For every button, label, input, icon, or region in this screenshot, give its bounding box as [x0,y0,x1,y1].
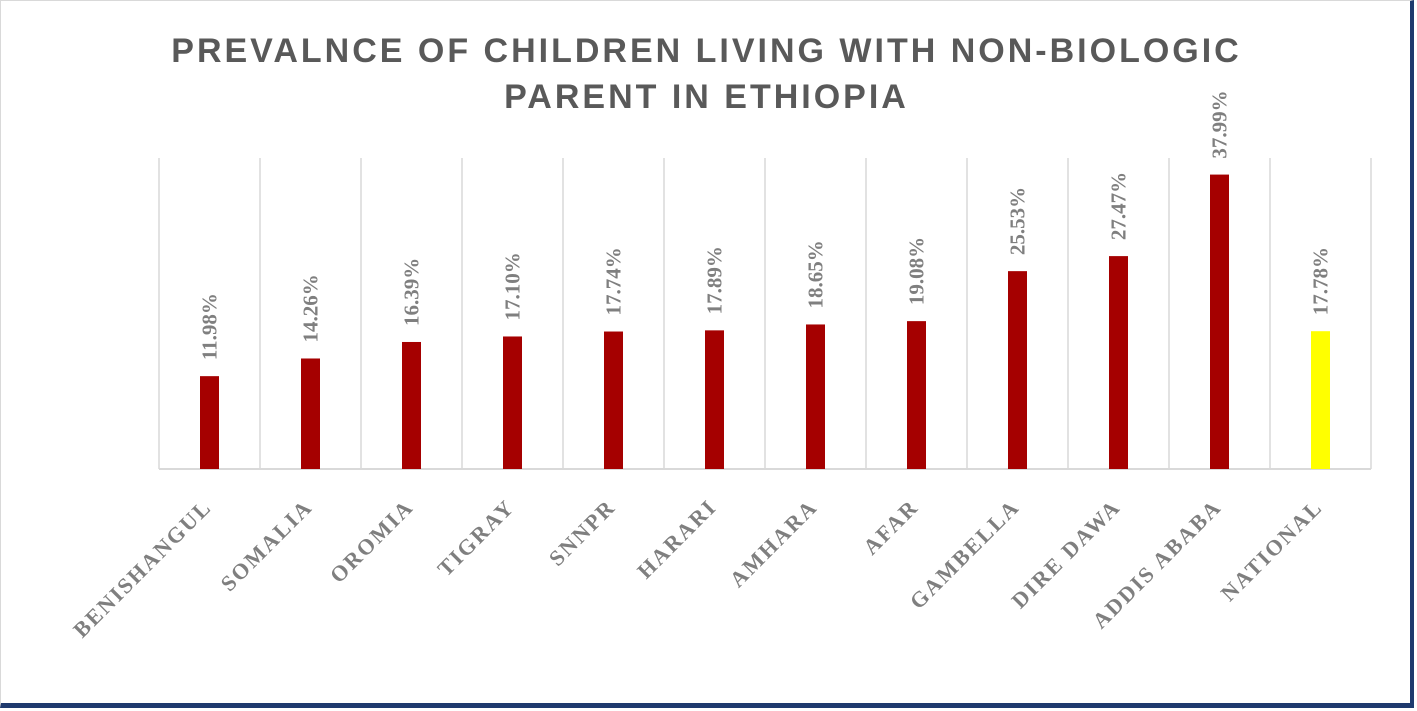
bar-tigray [503,336,522,469]
data-label: 17.89% [703,246,727,314]
chart-title-line-1: PREVALNCE OF CHILDREN LIVING WITH NON-BI… [171,32,1242,70]
category-label: OROMIA [325,494,419,588]
bar-somalia [301,358,320,469]
category-label: AMHARA [724,494,822,592]
bar-dire-dawa [1109,256,1128,469]
category-label: BENISHANGUL [68,494,216,642]
bar-snnpr [604,331,623,469]
data-label: 17.74% [602,247,626,315]
category-label: TIGRAY [432,494,519,581]
bar-oromia [402,341,421,469]
bar-afar [907,321,926,469]
bar-harari [705,330,724,469]
data-label: 14.26% [299,274,323,342]
data-label: 19.08% [905,237,929,305]
data-label: 17.10% [501,252,525,320]
category-labels: BENISHANGUL SOMALIA OROMIA TIGRAY SNNPR HARAR… [68,494,1327,642]
data-label: 27.47% [1107,172,1131,240]
data-label: 11.98% [198,293,222,360]
data-label: 16.39% [400,258,424,326]
category-label: SOMALIA [215,494,317,596]
data-label: 25.53% [1006,187,1030,255]
bars [200,174,1330,469]
data-label: 37.99% [1208,90,1232,158]
data-labels: 11.98% 14.26% 16.39% 17.10% 17.74% 17.89% 18.6… [198,90,1333,360]
bar-addis-ababa [1210,174,1229,469]
gridlines [158,158,1372,469]
bar-amhara [806,324,825,469]
category-label: AFAR [858,494,923,559]
chart-title: PREVALNCE OF CHILDREN LIVING WITH NON-BI… [0,28,1413,120]
chart-title-line-2: PARENT IN ETHIOPIA [504,78,909,116]
category-label: HARARI [632,494,721,583]
bar-benishangul [200,376,219,469]
data-label: 18.65% [804,240,828,308]
bar-national [1311,331,1330,469]
data-label: 17.78% [1309,247,1333,315]
category-label: SNNPR [544,494,621,571]
bar-gambella [1008,271,1027,469]
category-label: NATIONAL [1216,494,1328,606]
